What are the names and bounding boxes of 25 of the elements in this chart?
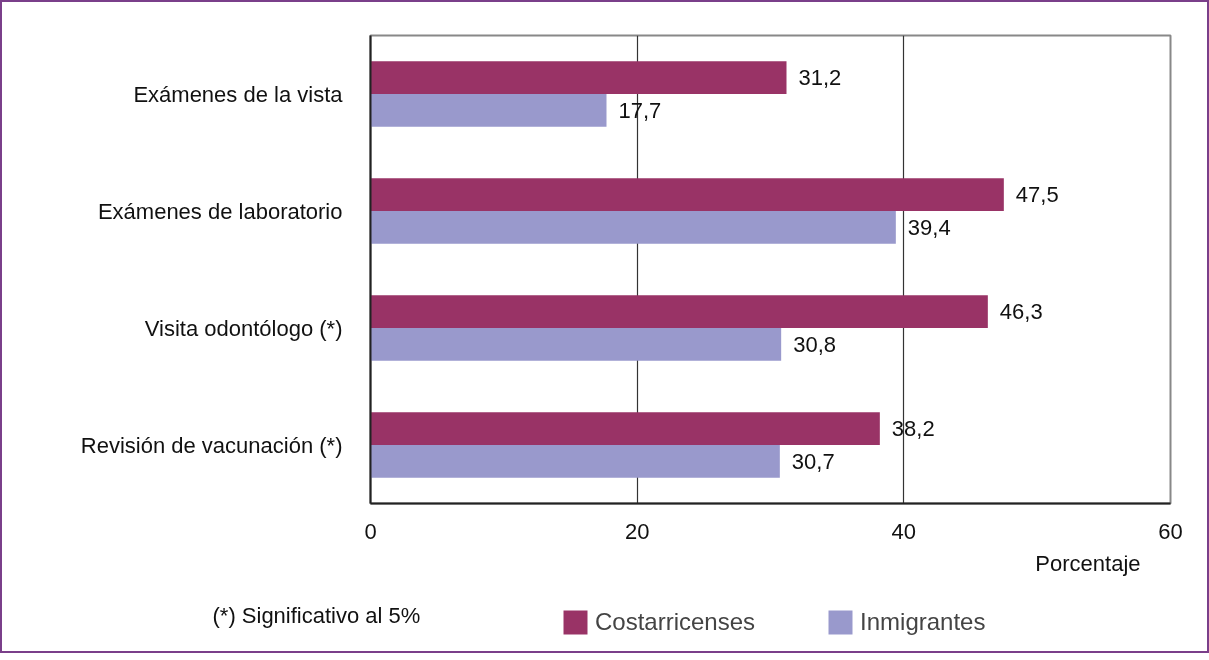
bar xyxy=(370,211,896,244)
y-tick-label: Exámenes de laboratorio xyxy=(97,198,343,224)
y-tick-label: Exámenes de la vista xyxy=(133,81,344,107)
x-tick-label: 20 xyxy=(624,518,650,544)
bar xyxy=(370,328,782,361)
x-tick-label: 60 xyxy=(1158,518,1183,544)
data-label: 30,7 xyxy=(791,448,835,474)
bar xyxy=(370,61,787,94)
x-tick-label: 0 xyxy=(364,518,377,544)
data-label: 39,4 xyxy=(907,214,951,240)
y-tick-label: Revisión de vacunación (*) xyxy=(80,432,343,458)
x-tick-label: 40 xyxy=(891,518,917,544)
bar xyxy=(370,94,607,127)
bar xyxy=(370,445,780,478)
data-label: 30,8 xyxy=(793,331,836,357)
data-label: 31,2 xyxy=(798,65,842,91)
legend-label: Inmigrantes xyxy=(860,608,986,636)
text: (*) Significativo al 5% xyxy=(212,602,421,628)
bar xyxy=(370,412,880,445)
legend-label: Costarricenses xyxy=(595,608,756,636)
data-label: 46,3 xyxy=(999,299,1043,325)
data-label: 47,5 xyxy=(1015,182,1059,208)
bar xyxy=(370,295,988,328)
bar xyxy=(370,178,1004,211)
y-tick-label: Visita odontólogo (*) xyxy=(144,315,343,341)
